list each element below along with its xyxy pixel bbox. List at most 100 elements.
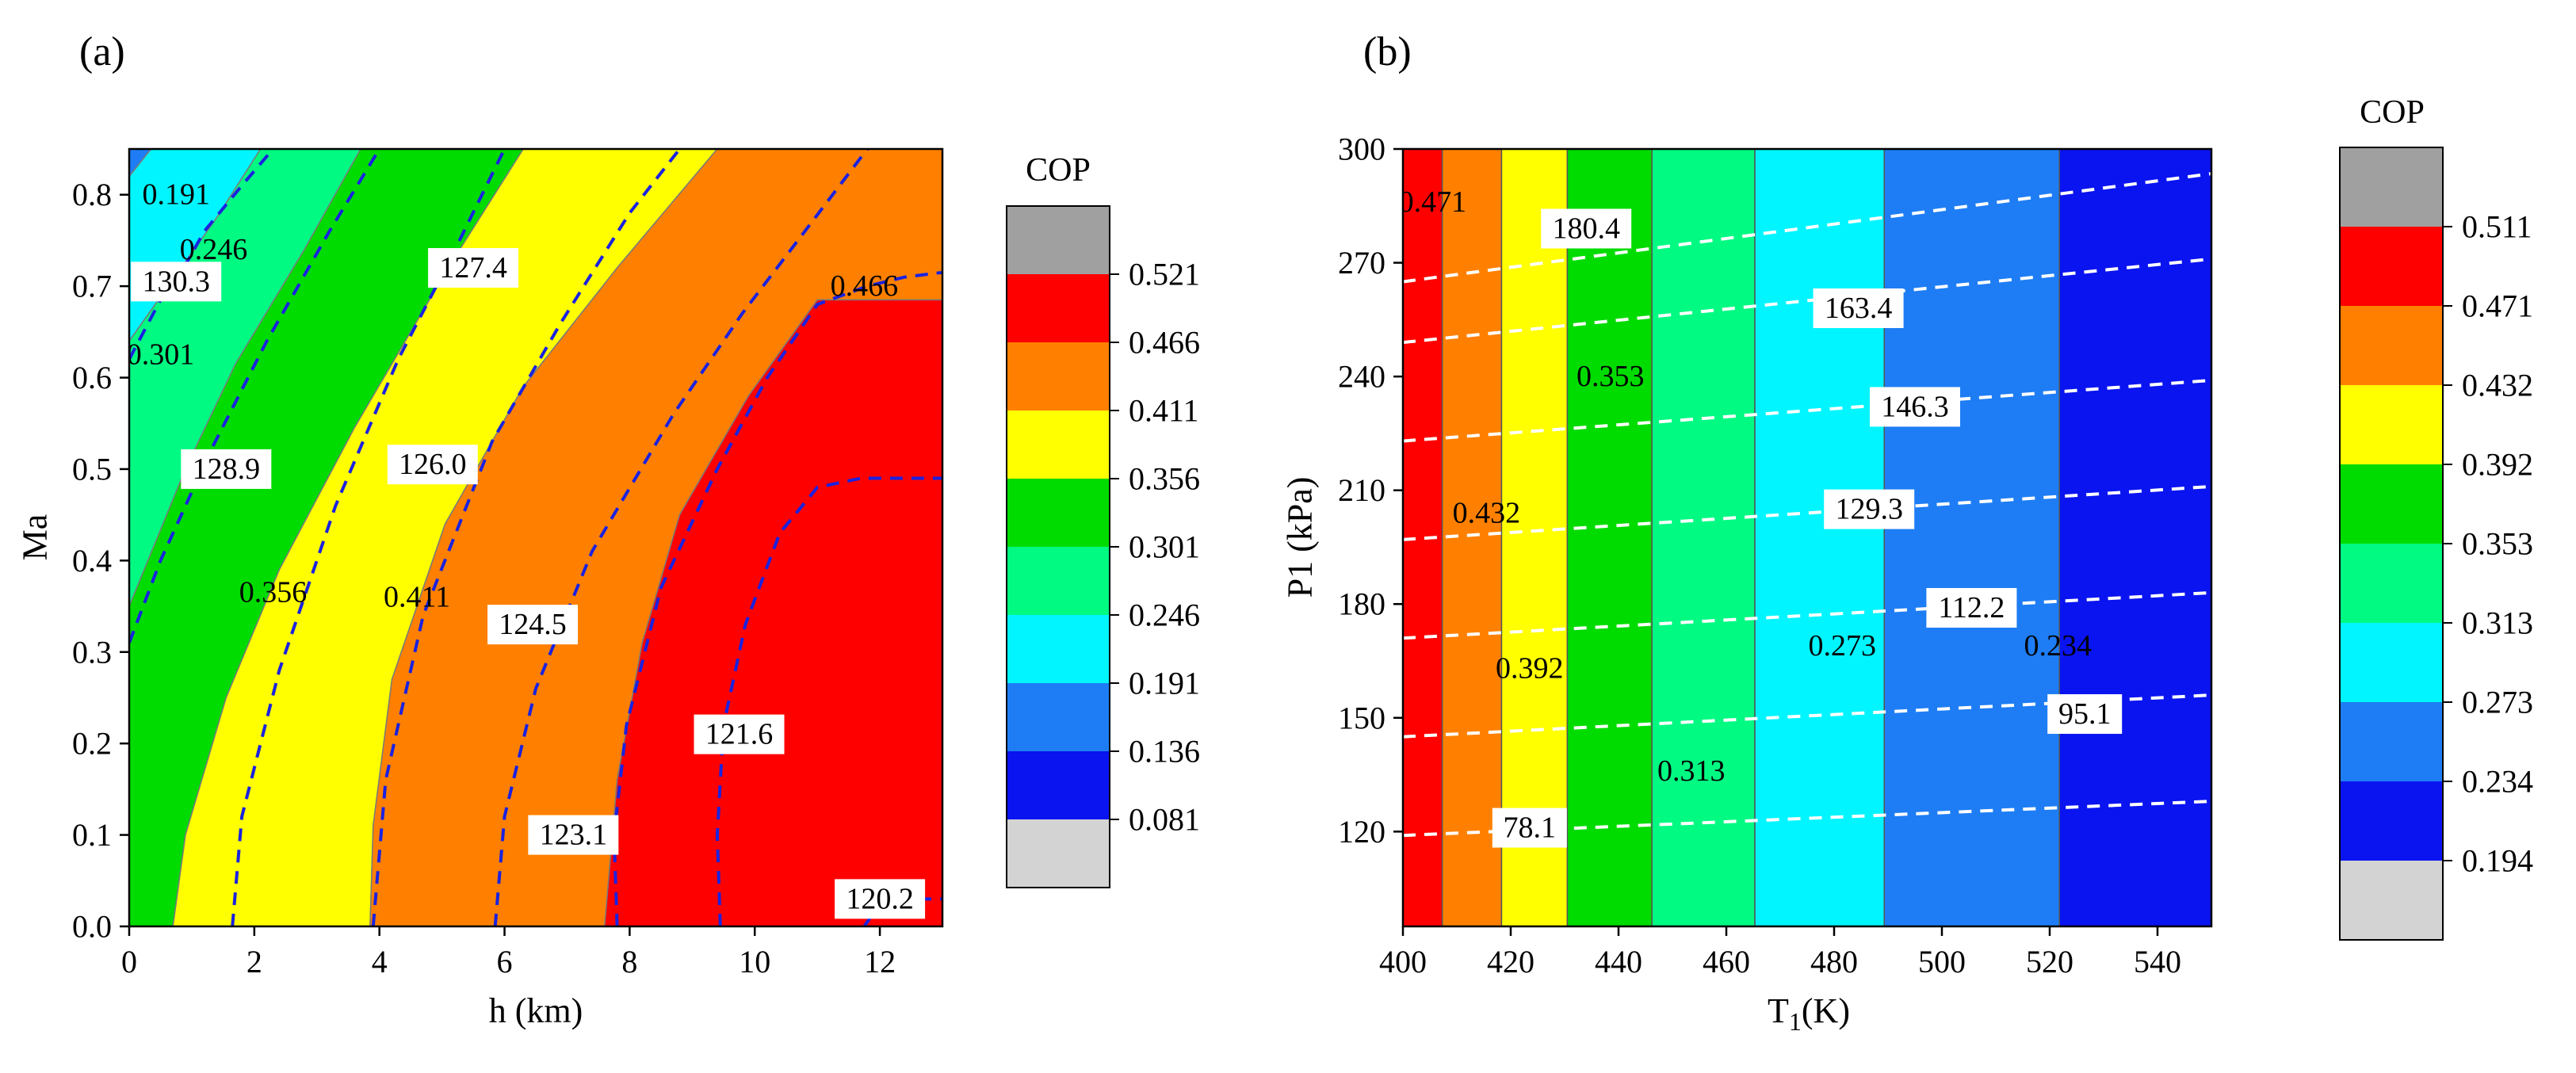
x-tick-label: 420 [1487, 944, 1535, 979]
isoline-label: 146.3 [1881, 390, 1949, 423]
colorbar-tick-label: 0.194 [2462, 843, 2533, 879]
y-tick-label: 0.8 [72, 177, 112, 212]
x-tick-label: 2 [247, 944, 262, 979]
colorbar-segment [1007, 206, 1110, 274]
panel-b: 0.471 0.353 0.432 0.392 0.313 0.273 0.234 180.4… [1281, 29, 2534, 1036]
x-tick-label: 8 [621, 944, 637, 979]
isoline-label-box [1813, 288, 1904, 328]
colorbar-tick-label: 0.511 [2462, 209, 2532, 245]
y-tick-label: 180 [1338, 586, 1385, 622]
contour-label: 0.353 [1577, 360, 1645, 393]
isoline-label: 121.6 [705, 718, 774, 751]
colorbar-segment [1007, 274, 1110, 342]
colorbar-segment [1007, 751, 1110, 819]
isoline-label-box [181, 449, 272, 489]
isoline-label: 78.1 [1504, 811, 1557, 845]
isoline [371, 149, 682, 926]
contour-label: 0.466 [831, 269, 899, 303]
isoline-label-box [1870, 387, 1960, 427]
contour-label: 0.411 [384, 581, 450, 614]
isoline [1403, 172, 2211, 284]
colorbar-segment [1007, 410, 1110, 479]
colorbar-tick-label: 0.273 [2462, 685, 2533, 720]
isoline [129, 149, 381, 643]
colorbar: COP 0.194 0.234 0.273 0.313 0.353 0.392 0.432 0.… [2339, 94, 2533, 941]
isoline-label-box [1824, 489, 1915, 529]
isoline-label-box [835, 879, 926, 919]
colorbar-tick-label: 0.234 [2462, 764, 2533, 800]
y-tick-label: 0.1 [72, 817, 112, 853]
isoline-label: 126.0 [399, 448, 467, 481]
colorbar-segment [1007, 615, 1110, 683]
colorbar-segment [2340, 544, 2443, 623]
y-tick-label: 0.6 [72, 360, 112, 395]
isoline [715, 476, 942, 926]
cop-band [1566, 149, 1653, 926]
y-tick-label: 0.5 [72, 451, 112, 487]
contour-label: 0.356 [239, 576, 308, 609]
isoline-label: 124.5 [499, 608, 567, 641]
isoline-label-box [487, 605, 579, 645]
plot-frame [128, 147, 944, 928]
isoline [1403, 257, 2211, 345]
contour-label: 0.191 [142, 178, 210, 212]
isoline-label: 127.4 [439, 251, 507, 284]
colorbar-segment [2340, 385, 2443, 464]
x-tick-label: 0 [121, 944, 137, 979]
y-tick-label: 270 [1338, 245, 1385, 281]
contour-label: 0.392 [1496, 652, 1564, 685]
isoline-label: 180.4 [1552, 212, 1620, 245]
colorbar-segment [1007, 342, 1110, 410]
isoline-label: 128.9 [193, 452, 261, 486]
x-tick-label: 440 [1595, 944, 1642, 979]
colorbar-tick-label: 0.313 [2462, 605, 2533, 641]
colorbar: COP 0.081 0.136 0.191 0.246 0.301 0.356 0.411 0.… [1006, 152, 1200, 888]
y-tick-label: 0.2 [72, 726, 112, 762]
colorbar-title: COP [2360, 94, 2425, 131]
x-tick-label: 520 [2026, 944, 2073, 979]
x-tick-label: 500 [1918, 944, 1966, 979]
isoline-label-box [1926, 588, 2017, 628]
isoline-label: 130.3 [142, 265, 210, 298]
colorbar-segment [2340, 147, 2443, 227]
y-tick-label: 210 [1338, 472, 1385, 508]
contour-label: 0.471 [1399, 185, 1467, 219]
colorbar-segment [2340, 306, 2443, 385]
cop-band [1754, 149, 1885, 926]
colorbar-segment [2340, 464, 2443, 544]
isoline [1403, 378, 2211, 443]
colorbar-tick-label: 0.466 [1129, 325, 1200, 361]
y-axis-label: P1 (kPa) [1281, 477, 1320, 598]
contour-label: 0.246 [180, 233, 248, 266]
isoline-label-box [428, 248, 519, 288]
x-tick-label: 460 [1703, 944, 1750, 979]
x-tick-label: 12 [864, 944, 896, 979]
colorbar-tick-label: 0.191 [1129, 666, 1200, 701]
colorbar-tick-label: 0.136 [1129, 734, 1200, 769]
x-tick-label: 6 [497, 944, 513, 979]
isoline-label-box [1492, 808, 1567, 848]
isoline-label-box [131, 262, 222, 302]
isoline-label-box [694, 714, 785, 754]
colorbar-segment [2340, 227, 2443, 306]
y-tick-label: 300 [1338, 132, 1385, 167]
isoline [1403, 590, 2211, 640]
colorbar-segment [2340, 702, 2443, 781]
x-tick-label: 540 [2134, 944, 2181, 979]
colorbar-segment [2340, 623, 2443, 702]
isoline-label-box [387, 445, 478, 485]
colorbar-tick-label: 0.411 [1129, 393, 1199, 429]
contour-label: 0.273 [1808, 629, 1876, 663]
isoline-label: 129.3 [1835, 493, 1903, 526]
contour-label: 0.313 [1657, 754, 1726, 788]
x-tick-label: 480 [1810, 944, 1858, 979]
y-tick-label: 0.4 [72, 543, 112, 579]
colorbar-tick-label: 0.392 [2462, 447, 2533, 483]
colorbar-tick-label: 0.356 [1129, 461, 1200, 497]
y-tick-label: 0.0 [72, 909, 112, 945]
colorbar-segment [1007, 683, 1110, 751]
contour-label: 0.301 [127, 338, 195, 372]
y-tick-label: 0.7 [72, 269, 112, 304]
x-tick-label: 4 [372, 944, 388, 979]
